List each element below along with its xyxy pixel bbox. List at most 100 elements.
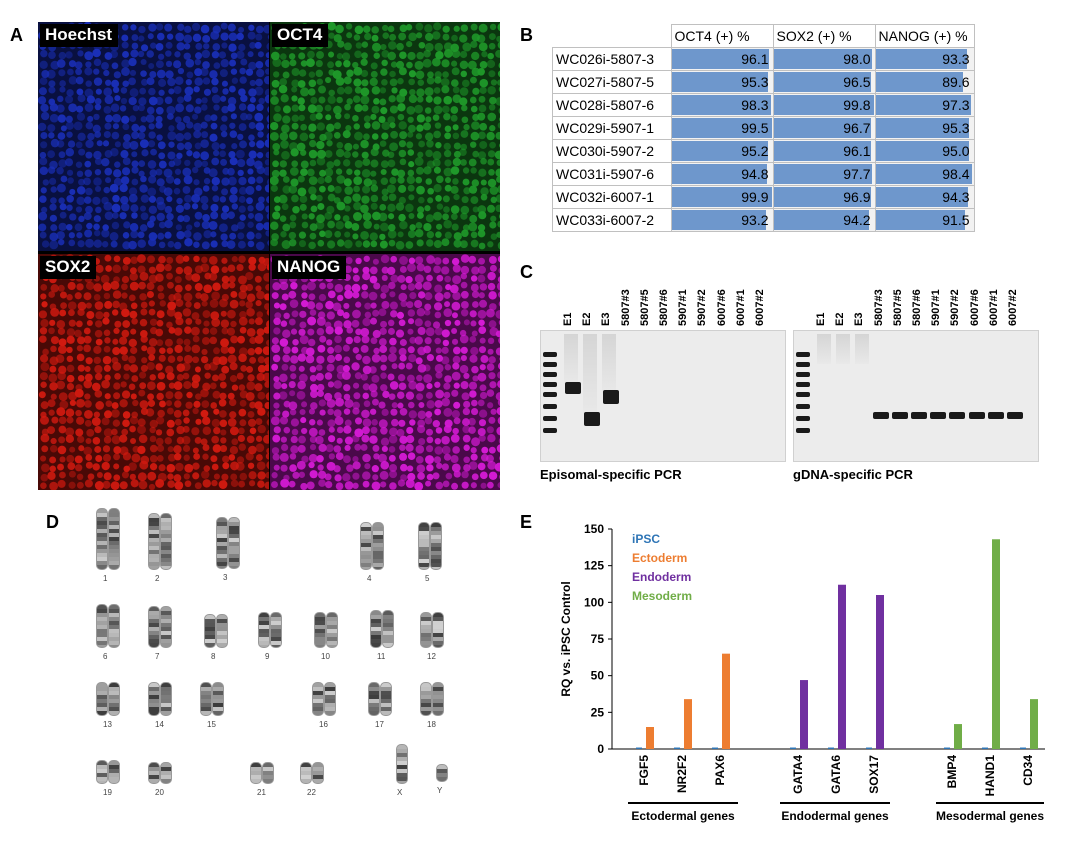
- chromosome: [148, 513, 160, 570]
- bar-ipsc: [712, 747, 718, 749]
- gdna-gel: [793, 330, 1039, 462]
- ladder-band: [796, 392, 810, 397]
- percentage-value: 95.2: [741, 143, 769, 159]
- panel-label-c: C: [520, 262, 533, 282]
- header-sox2: SOX2 (+) %: [772, 24, 876, 48]
- ladder-band: [543, 362, 557, 367]
- chromosome-number: X: [397, 788, 403, 797]
- chromosome: [368, 682, 380, 716]
- qpcr-bar-chart: 0 25 50 75 100 125 150 RQ vs. iPSC Control FGF5 N…: [559, 522, 1045, 823]
- percentage-value: 93.3: [942, 51, 970, 67]
- percentage-bar: [671, 118, 772, 138]
- chromosome: [430, 522, 442, 570]
- percentage-value: 94.2: [843, 212, 871, 228]
- lane-smear: [602, 334, 616, 394]
- chromosome: [324, 682, 336, 716]
- ladder-band: [543, 404, 557, 409]
- percentage-cell: 94.2: [772, 208, 876, 232]
- percentage-value: 96.5: [843, 74, 871, 90]
- cell-line-name: WC032i-6007-1: [552, 185, 672, 209]
- percentage-value: 97.3: [942, 97, 970, 113]
- ladder-band: [796, 352, 810, 357]
- cell-line-name: WC030i-5907-2: [552, 139, 672, 163]
- percentage-value: 94.8: [741, 166, 769, 182]
- percentage-bar: [671, 187, 773, 207]
- nanog-image: NANOG: [270, 254, 500, 490]
- table-row: WC032i-6007-1 99.9 96.9 94.3: [552, 185, 975, 209]
- percentage-cell: 95.3: [670, 70, 774, 94]
- percentage-bar: [875, 72, 964, 92]
- chromosome: [250, 762, 262, 784]
- marker-percentage-table: OCT4 (+) % SOX2 (+) % NANOG (+) % WC026i…: [552, 24, 975, 232]
- percentage-value: 96.9: [843, 189, 871, 205]
- pcr-band: [968, 412, 985, 419]
- table-header-row: OCT4 (+) % SOX2 (+) % NANOG (+) %: [552, 24, 975, 48]
- panel-label-b: B: [520, 25, 533, 45]
- table-row: WC028i-5807-6 98.3 99.8 97.3: [552, 93, 975, 117]
- chromosome: [96, 682, 108, 716]
- legend-entry: Mesoderm: [632, 589, 692, 603]
- percentage-bar: [671, 141, 768, 161]
- lane-label: 5807#5: [891, 289, 904, 326]
- y-tick-label: 25: [591, 705, 605, 719]
- nuclei-pattern: [38, 254, 269, 490]
- chromosome: [148, 762, 160, 784]
- chromosome: [314, 612, 326, 648]
- percentage-bar: [773, 95, 875, 115]
- lane-label: E1: [815, 312, 827, 326]
- percentage-bar: [671, 210, 766, 230]
- lane-smear: [855, 334, 870, 364]
- ladder-band: [543, 428, 557, 433]
- pcr-band: [987, 412, 1004, 419]
- chromosome: [108, 682, 120, 716]
- x-tick-label: GATA4: [791, 755, 805, 794]
- percentage-bar: [671, 95, 771, 115]
- header-oct4: OCT4 (+) %: [670, 24, 774, 48]
- lane-label: E2: [581, 312, 594, 326]
- nanog-label: NANOG: [272, 256, 347, 279]
- chromosome: [420, 682, 432, 716]
- x-tick-label: PAX6: [713, 755, 727, 786]
- chromosome: [216, 517, 228, 569]
- chromosome-number: 11: [377, 652, 386, 661]
- lane-smear: [583, 334, 597, 414]
- chromosome: [148, 606, 160, 648]
- chromosome-number: 17: [375, 720, 384, 729]
- lane-smear: [817, 334, 831, 364]
- x-tick-label: BMP4: [945, 755, 959, 789]
- percentage-cell: 91.5: [874, 208, 975, 232]
- chromosome: [148, 682, 160, 716]
- percentage-bar: [875, 187, 968, 207]
- group-label: Mesodermal genes: [936, 809, 1044, 823]
- pcr-band: [603, 390, 619, 404]
- y-tick-label: 150: [584, 522, 604, 536]
- x-tick-label: HAND1: [983, 755, 997, 797]
- chromosome-number: 2: [155, 574, 160, 583]
- bar-ipsc: [790, 747, 796, 749]
- lane-label: E1: [562, 312, 574, 326]
- pcr-band: [949, 412, 966, 419]
- percentage-bar: [875, 164, 972, 184]
- y-axis-label: RQ vs. iPSC Control: [559, 581, 573, 696]
- percentage-value: 98.3: [741, 97, 769, 113]
- lane-label: 5907#1: [677, 289, 690, 326]
- percentage-value: 91.5: [942, 212, 970, 228]
- pcr-band: [565, 382, 581, 394]
- percentage-bar: [671, 72, 768, 92]
- percentage-cell: 95.3: [874, 116, 975, 140]
- panel-label-d: D: [46, 512, 59, 532]
- lane-label: 5807#6: [658, 289, 670, 326]
- chromosome: [300, 762, 312, 784]
- table-row: WC030i-5907-2 95.2 96.1 95.0: [552, 139, 975, 163]
- group-label: Endodermal genes: [781, 809, 889, 823]
- percentage-bar: [875, 210, 966, 230]
- chromosome: [360, 522, 372, 570]
- y-tick-label: 50: [591, 669, 605, 683]
- y-tick-label: 75: [591, 632, 605, 646]
- chromosome: [108, 508, 120, 570]
- percentage-value: 96.1: [741, 51, 769, 67]
- percentage-cell: 94.8: [670, 162, 774, 186]
- cell-line-name: WC027i-5807-5: [552, 70, 672, 94]
- chromosome: [370, 610, 382, 648]
- chromosome: [160, 606, 172, 648]
